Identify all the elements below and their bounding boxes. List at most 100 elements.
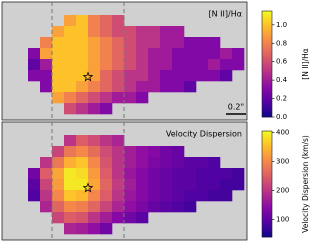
map-pixel: [112, 37, 125, 49]
map-pixel: [196, 168, 209, 180]
colorbar-label: Velocity Dispersion (km/s): [301, 135, 310, 233]
map-pixel: [160, 157, 173, 169]
colorbar-segment: [262, 213, 272, 217]
map-pixel: [112, 201, 125, 213]
colorbar-segment: [262, 48, 272, 52]
map-pixel: [124, 179, 137, 191]
colorbar-segment: [262, 37, 272, 41]
colorbar-segment: [262, 231, 272, 235]
map-pixel: [112, 59, 125, 71]
map-pixel: [76, 48, 89, 60]
colorbar-segment: [262, 32, 272, 36]
map-pixel: [76, 190, 89, 202]
colorbar-segment: [262, 90, 272, 94]
map-pixel: [88, 157, 101, 169]
panel-title: [N II]/Hα: [209, 10, 242, 19]
map-pixel: [88, 92, 101, 104]
map-pixel: [172, 48, 185, 60]
colorbar-segment: [262, 82, 272, 86]
colorbar-segment: [262, 87, 272, 91]
colorbar-segment: [262, 13, 272, 17]
map-pixel: [76, 135, 89, 147]
map-pixel: [40, 190, 53, 202]
map-pixel: [148, 157, 161, 169]
colorbar-segment: [262, 58, 272, 62]
map-pixel: [64, 70, 77, 82]
map-pixel: [160, 59, 173, 71]
map-pixel: [100, 146, 113, 158]
map-pixel: [112, 70, 125, 82]
map-pixel: [148, 37, 161, 49]
colorbar-segment: [262, 168, 272, 172]
map-pixel: [40, 168, 53, 180]
map-pixel: [208, 70, 221, 82]
map-pixel: [88, 81, 101, 93]
map-pixel: [64, 59, 77, 71]
map-pixel: [52, 157, 65, 169]
colorbar-segment: [262, 18, 272, 22]
colorbar-segment: [262, 184, 272, 188]
map-pixel: [52, 70, 65, 82]
map-pixel: [88, 179, 101, 191]
map-pixel: [160, 168, 173, 180]
colorbar-segment: [262, 66, 272, 70]
map-pixel: [76, 201, 89, 213]
map-pixel: [232, 59, 245, 71]
colorbar-segment: [262, 173, 272, 177]
map-pixel: [64, 201, 77, 213]
map-pixel: [172, 70, 185, 82]
map-pixel: [28, 190, 41, 202]
map-pixel: [52, 146, 65, 158]
map-pixel: [112, 15, 125, 27]
colorbar-segment: [262, 101, 272, 105]
map-pixel: [76, 37, 89, 49]
colorbar-segment: [262, 181, 272, 185]
map-pixel: [76, 146, 89, 158]
map-pixel: [64, 179, 77, 191]
map-pixel: [160, 201, 173, 213]
map-pixel: [172, 201, 185, 213]
colorbar-segment: [262, 199, 272, 203]
map-pixel: [100, 48, 113, 60]
map-pixel: [64, 92, 77, 104]
map-pixel: [112, 212, 125, 224]
colorbar-segment: [262, 138, 272, 142]
map-pixel: [136, 201, 149, 213]
map-pixel: [76, 59, 89, 71]
colorbar-segment: [262, 79, 272, 83]
map-pixel: [40, 70, 53, 82]
colorbar-segment: [262, 98, 272, 102]
colorbar-segment: [262, 207, 272, 211]
map-pixel: [184, 168, 197, 180]
colorbar-segment: [262, 160, 272, 164]
map-pixel: [124, 190, 137, 202]
colorbar-segment: [262, 136, 272, 140]
map-pixel: [208, 157, 221, 169]
map-pixel: [100, 135, 113, 147]
map-pixel: [124, 70, 137, 82]
colorbar-segment: [262, 74, 272, 78]
colorbar-segment: [262, 16, 272, 20]
map-pixel: [160, 190, 173, 202]
map-pixel: [124, 48, 137, 60]
map-pixel: [52, 190, 65, 202]
map-pixel: [88, 223, 101, 235]
map-pixel: [220, 70, 233, 82]
colorbar-tick-label: 200: [276, 187, 289, 195]
map-pixel: [148, 81, 161, 93]
colorbar-label: [N II]/Hα: [301, 48, 310, 79]
map-pixel: [100, 59, 113, 71]
map-pixel: [52, 201, 65, 213]
colorbar-segment: [262, 64, 272, 68]
map-pixel: [160, 179, 173, 191]
panel-title: Velocity Dispersion: [166, 130, 242, 139]
map-pixel: [64, 26, 77, 38]
map-pixel: [100, 179, 113, 191]
map-pixel: [100, 201, 113, 213]
star-marker: [82, 182, 94, 193]
map-pixel: [184, 37, 197, 49]
scale-label: 0.2": [228, 103, 244, 112]
colorbar-segment: [262, 69, 272, 73]
colorbar-segment: [262, 103, 272, 107]
colorbar-segment: [262, 226, 272, 230]
